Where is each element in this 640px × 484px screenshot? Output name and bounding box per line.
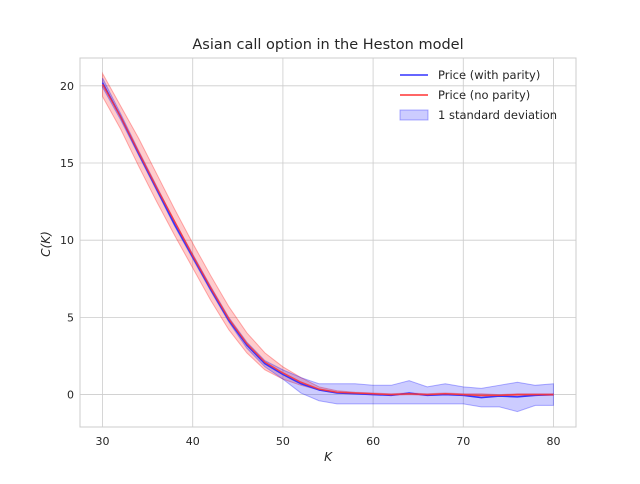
y-tick-label: 10 <box>60 234 74 247</box>
legend-patch-swatch <box>399 109 429 121</box>
legend-label: Price (no parity) <box>438 88 530 102</box>
x-tick-label: 30 <box>96 435 110 448</box>
legend-label: Price (with parity) <box>438 68 540 82</box>
confidence-bands <box>102 71 554 413</box>
series-line <box>101 82 554 399</box>
std-band <box>102 77 554 413</box>
grid <box>80 58 576 427</box>
series-line <box>101 83 554 397</box>
x-axis-label: K <box>324 450 333 464</box>
y-tick-label: 20 <box>60 80 74 93</box>
tick-labels: 30 40 50 60 70 80 0 5 10 15 20 <box>60 80 560 448</box>
legend-label: 1 standard deviation <box>438 108 557 122</box>
legend: Price (with parity) Price (no parity) 1 st… <box>399 68 557 122</box>
plot-frame <box>79 57 577 428</box>
x-tick-label: 50 <box>276 435 290 448</box>
y-tick-label: 15 <box>60 157 74 170</box>
x-tick-label: 40 <box>186 435 200 448</box>
x-tick-label: 70 <box>456 435 470 448</box>
chart-title: Asian call option in the Heston model <box>192 37 463 53</box>
x-tick-label: 80 <box>546 435 560 448</box>
series-lines <box>101 82 554 399</box>
x-tick-label: 60 <box>366 435 380 448</box>
y-tick-label: 5 <box>67 311 74 324</box>
y-tick-label: 0 <box>67 389 74 402</box>
std-band <box>102 71 554 397</box>
y-axis-label: C(K) <box>39 231 53 257</box>
